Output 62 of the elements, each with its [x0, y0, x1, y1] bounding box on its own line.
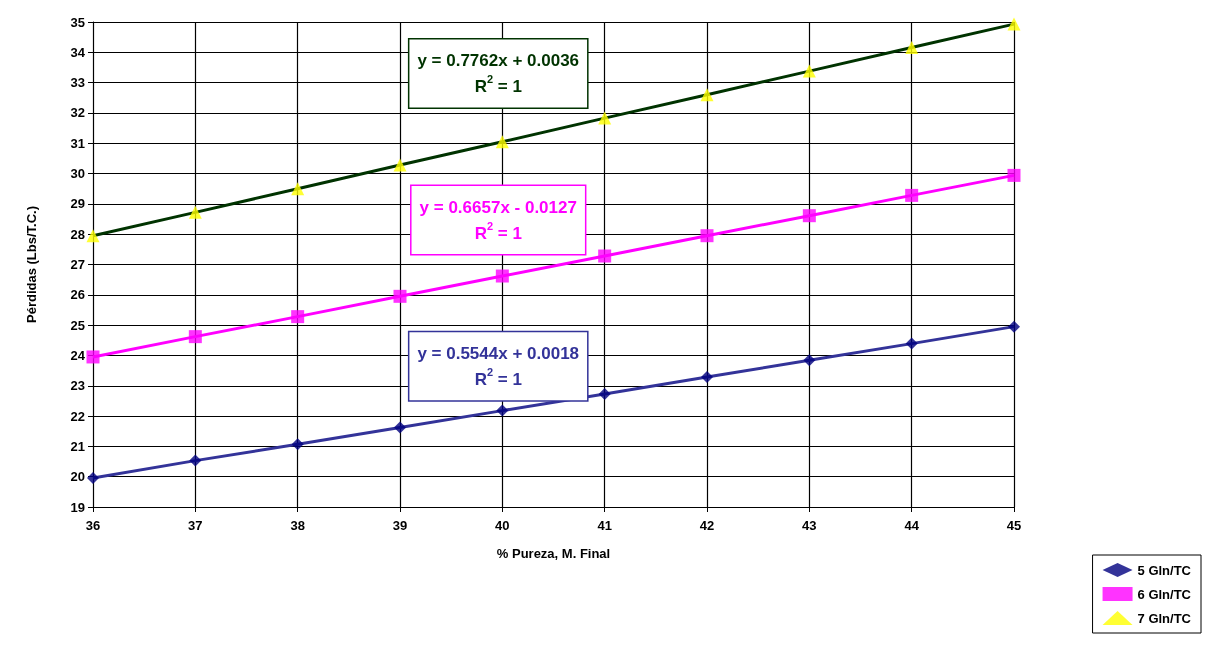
point [496, 404, 509, 417]
point [598, 387, 611, 400]
y-tick-label: 26 [70, 287, 85, 303]
point [86, 229, 100, 243]
y-tick-label: 34 [70, 44, 86, 60]
y-tick-label: 28 [70, 226, 85, 242]
point [86, 350, 100, 364]
point [905, 40, 919, 54]
x-tick-label: 37 [188, 518, 203, 533]
y-tick-label: 24 [70, 347, 86, 363]
x-tick-label: 40 [495, 518, 510, 533]
legend-label: 6 Gln/TC [1137, 586, 1192, 602]
y-tick-label: 20 [70, 469, 85, 485]
y-tick-label: 30 [70, 166, 85, 182]
point [291, 182, 305, 196]
point [291, 310, 305, 324]
x-tick-label: 38 [290, 518, 305, 533]
point [803, 354, 816, 367]
x-axis-title: % Pureza, M. Final [496, 546, 611, 561]
y-tick-label: 19 [70, 499, 85, 515]
point [598, 111, 612, 125]
x-tick-label: 36 [85, 518, 101, 533]
point [188, 205, 202, 219]
point [393, 289, 407, 303]
x-tick-label: 39 [392, 518, 408, 533]
point [87, 471, 99, 484]
y-tick-label: 27 [70, 257, 85, 272]
point [802, 209, 816, 223]
point [291, 438, 304, 451]
point [189, 454, 202, 467]
point [905, 188, 919, 202]
point [188, 330, 202, 344]
y-tick-label: 31 [70, 135, 85, 151]
point [394, 421, 406, 434]
point [700, 229, 714, 243]
x-tick-label: 42 [699, 518, 715, 533]
x-tick-label: 41 [597, 518, 612, 533]
point [495, 269, 509, 283]
y-tick-label: 21 [70, 438, 85, 454]
point [905, 337, 918, 350]
y-axis-title: Pérdidas (Lbs/T.C.) [24, 205, 39, 324]
y-tick-label: 25 [70, 317, 85, 333]
point [393, 158, 407, 172]
y-tick-label: 23 [70, 378, 85, 394]
y-tick-label: 33 [70, 75, 85, 91]
point [1007, 168, 1021, 182]
point [700, 88, 714, 102]
y-tick-label: 22 [70, 408, 85, 424]
point [701, 370, 713, 383]
legend-label: 7 Gln/TC [1137, 610, 1192, 626]
y-tick-label: 35 [70, 14, 85, 30]
x-tick-label: 43 [802, 518, 817, 533]
y-tick-label: 32 [70, 105, 85, 121]
y-tick-label: 29 [70, 196, 85, 212]
legend-label: 5 Gln/TC [1137, 562, 1192, 578]
x-tick-label: 45 [1006, 518, 1022, 533]
point [1007, 17, 1021, 31]
x-tick-label: 44 [904, 518, 920, 533]
point [495, 135, 509, 149]
point [1008, 320, 1020, 333]
point [802, 64, 816, 78]
point [598, 249, 612, 263]
